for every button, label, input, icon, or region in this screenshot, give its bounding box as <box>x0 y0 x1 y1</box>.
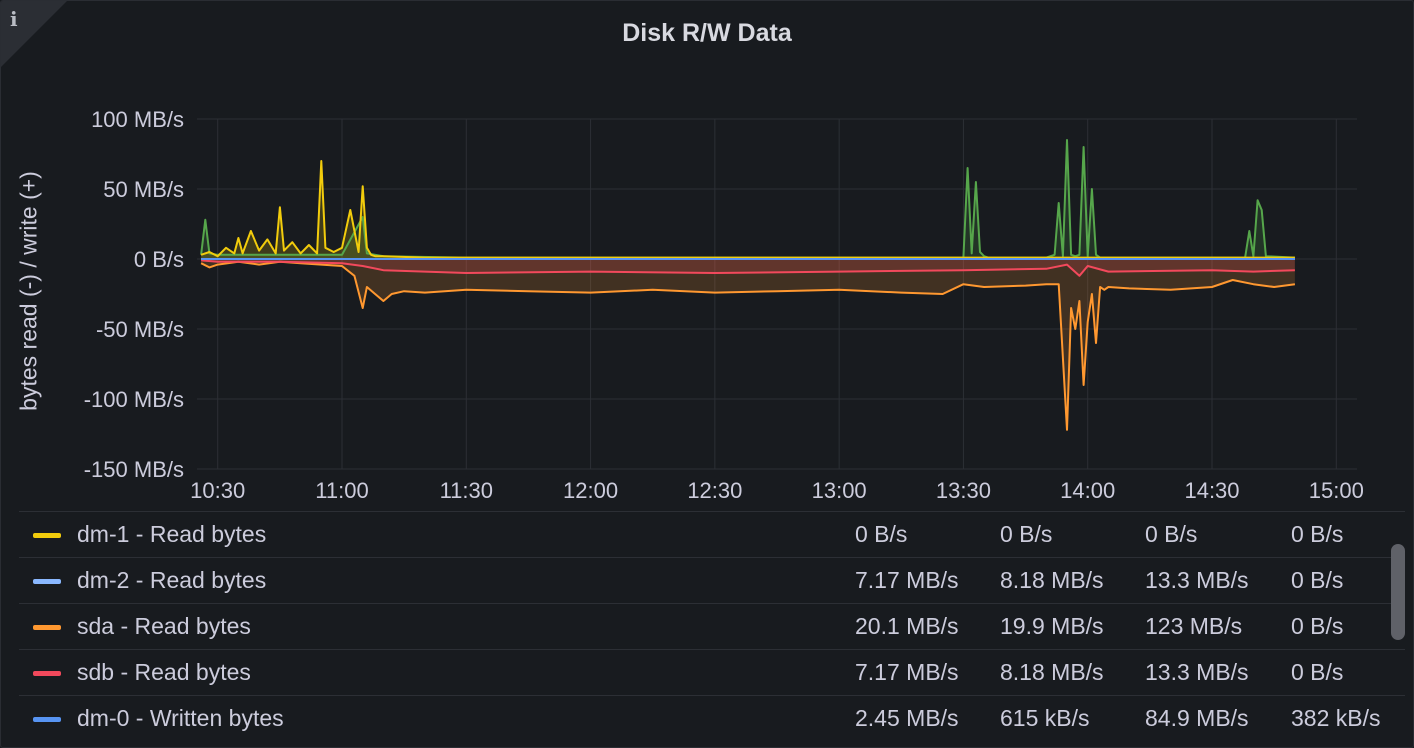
y-tick-label: 0 B/s <box>134 247 184 272</box>
legend-series-name[interactable]: dm-2 - Read bytes <box>77 567 267 593</box>
x-tick-label: 14:30 <box>1184 478 1239 503</box>
panel-info-corner[interactable] <box>1 1 67 67</box>
legend-series-name[interactable]: dm-0 - Written bytes <box>77 705 284 731</box>
legend-value: 8.18 MB/s <box>1000 659 1104 685</box>
legend-value: 7.17 MB/s <box>855 659 959 685</box>
series-area-2 <box>201 259 1295 430</box>
series-area-3 <box>201 259 1295 276</box>
series-line-3 <box>201 259 1295 277</box>
legend-swatch[interactable] <box>33 671 61 676</box>
legend-value: 382 kB/s <box>1291 705 1381 731</box>
legend-series-name[interactable]: sda - Read bytes <box>77 613 251 639</box>
series-area-0 <box>201 161 1295 259</box>
legend-value: 0 B/s <box>1291 613 1344 639</box>
legend-series-name[interactable]: dm-1 - Read bytes <box>77 521 267 547</box>
x-tick-label: 11:00 <box>315 478 368 503</box>
legend-value: 0 B/s <box>1291 659 1344 685</box>
legend-value: 0 B/s <box>1291 521 1344 547</box>
legend-scrollbar[interactable] <box>1391 544 1405 640</box>
y-tick-label: 50 MB/s <box>103 177 184 202</box>
legend-row[interactable]: dm-1 - Read bytes 0 B/s 0 B/s 0 B/s 0 B/s <box>19 511 1405 557</box>
legend-value: 13.3 MB/s <box>1145 659 1249 685</box>
legend-value: 7.17 MB/s <box>855 567 959 593</box>
series-line-2 <box>200 260 1296 431</box>
legend-value: 0 B/s <box>1000 521 1053 547</box>
y-tick-label: -150 MB/s <box>84 457 184 482</box>
x-tick-label: 13:30 <box>936 478 991 503</box>
x-tick-label: 12:00 <box>563 478 618 503</box>
legend-value: 0 B/s <box>855 521 908 547</box>
y-tick-label: 100 MB/s <box>91 107 184 132</box>
y-tick-label: -50 MB/s <box>96 317 184 342</box>
x-tick-label: 12:30 <box>687 478 742 503</box>
legend-value: 615 kB/s <box>1000 705 1090 731</box>
panel-title: Disk R/W Data <box>622 19 792 47</box>
info-icon[interactable]: i <box>10 7 18 31</box>
legend-row[interactable]: dm-2 - Read bytes 7.17 MB/s 8.18 MB/s 13.3 … <box>19 557 1405 603</box>
x-tick-label: 11:30 <box>440 478 493 503</box>
legend-value: 0 B/s <box>1145 521 1198 547</box>
y-tick-label: -100 MB/s <box>84 387 184 412</box>
legend-row[interactable]: sda - Read bytes 20.1 MB/s 19.9 MB/s 123 MB… <box>19 603 1405 649</box>
legend-series-name[interactable]: sdb - Read bytes <box>77 659 251 685</box>
y-axis-title: bytes read (-) / write (+) <box>15 171 42 411</box>
legend-value: 8.18 MB/s <box>1000 567 1104 593</box>
chart-plot: 100 MB/s 50 MB/s 0 B/s -50 MB/s -100 MB/s -15… <box>84 107 1364 503</box>
legend-row[interactable]: sdb - Read bytes 7.17 MB/s 8.18 MB/s 13.3 M… <box>19 649 1405 695</box>
chart-legend: dm-1 - Read bytes 0 B/s 0 B/s 0 B/s 0 B/s dm-… <box>19 511 1405 741</box>
legend-value: 123 MB/s <box>1145 613 1243 639</box>
x-tick-label: 14:00 <box>1060 478 1115 503</box>
legend-swatch[interactable] <box>33 579 61 584</box>
legend-swatch[interactable] <box>33 625 61 630</box>
x-tick-label: 15:00 <box>1309 478 1364 503</box>
x-tick-label: 13:00 <box>812 478 867 503</box>
series-line-5 <box>200 139 1295 259</box>
legend-row[interactable]: dm-0 - Written bytes 2.45 MB/s 615 kB/s 84.… <box>19 695 1405 741</box>
legend-swatch[interactable] <box>33 717 61 722</box>
legend-swatch[interactable] <box>33 533 61 538</box>
legend-value: 19.9 MB/s <box>1000 613 1104 639</box>
legend-value: 84.9 MB/s <box>1145 705 1249 731</box>
legend-value: 2.45 MB/s <box>855 705 959 731</box>
legend-value: 20.1 MB/s <box>855 613 959 639</box>
series-line-0 <box>200 160 1295 259</box>
legend-value: 0 B/s <box>1291 567 1344 593</box>
x-tick-label: 10:30 <box>190 478 245 503</box>
legend-value: 13.3 MB/s <box>1145 567 1249 593</box>
